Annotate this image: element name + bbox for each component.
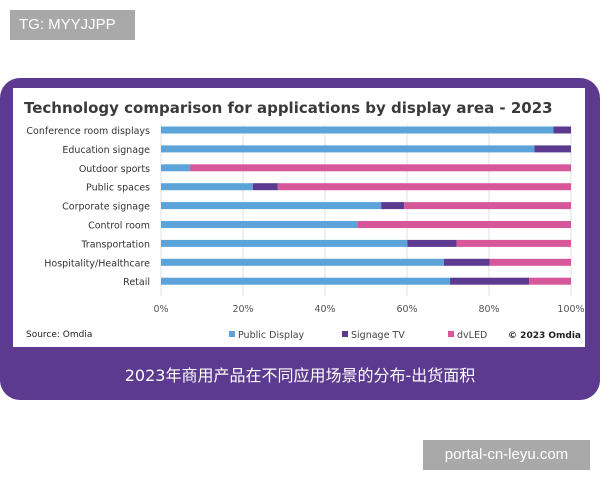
bar-segment-dvled — [404, 202, 571, 210]
category-label: Hospitality/Healthcare — [44, 258, 150, 269]
bar-segment-signage-tv — [534, 145, 571, 153]
chart-panel: Technology comparison for applications b… — [13, 88, 585, 347]
bar-segment-dvled — [529, 277, 571, 285]
caption: 2023年商用产品在不同应用场景的分布-出货面积 — [124, 366, 476, 385]
bar-segment-public-display — [161, 164, 190, 172]
bar-segment-dvled — [456, 239, 571, 247]
category-label: Retail — [123, 277, 150, 288]
legend-swatch — [229, 331, 235, 337]
category-label: Control room — [88, 221, 150, 232]
x-tick-label: 40% — [314, 304, 335, 315]
category-label: Corporate signage — [62, 202, 150, 213]
bar-segment-dvled — [489, 258, 571, 266]
source-note: Source: Omdia — [26, 330, 92, 340]
bar-segment-dvled — [277, 183, 571, 191]
bar-segment-public-display — [161, 277, 451, 285]
category-label: Transportation — [80, 239, 150, 250]
category-label: Public spaces — [86, 183, 150, 194]
bar-segment-signage-tv — [450, 277, 530, 285]
legend-swatch — [448, 331, 454, 337]
bar-segment-public-display — [161, 239, 408, 247]
x-tick-label: 20% — [232, 304, 253, 315]
copyright-note: © 2023 Omdia — [508, 331, 581, 341]
watermark: portal-cn-leyu.com — [423, 440, 590, 470]
category-label: Conference room displays — [26, 126, 150, 137]
x-tick-label: 0% — [153, 304, 168, 315]
legend-label: dvLED — [457, 330, 487, 341]
legend-label: Signage TV — [351, 330, 405, 341]
bar-segment-dvled — [189, 164, 571, 172]
x-tick-label: 60% — [396, 304, 417, 315]
bar-segment-signage-tv — [381, 202, 405, 210]
chart-title: Technology comparison for applications b… — [24, 99, 553, 117]
bar-segment-dvled — [357, 221, 571, 228]
header-tag: TG: MYYJJPP — [10, 10, 135, 40]
bar-chart: Technology comparison for applications b… — [24, 99, 585, 341]
bar-segment-signage-tv — [443, 258, 490, 266]
bar-segment-public-display — [161, 202, 382, 210]
legend-swatch — [342, 331, 348, 337]
bar-segment-public-display — [161, 126, 554, 134]
bar-segment-public-display — [161, 221, 358, 228]
bar-segment-public-display — [161, 183, 253, 191]
bar-segment-public-display — [161, 145, 535, 153]
bar-segment-signage-tv — [553, 126, 571, 134]
x-tick-label: 100% — [557, 304, 584, 315]
category-label: Education signage — [62, 145, 150, 156]
bar-segment-signage-tv — [252, 183, 278, 191]
legend-label: Public Display — [238, 330, 305, 341]
chart-card: Technology comparison for applications b… — [0, 78, 600, 400]
x-tick-label: 80% — [478, 304, 499, 315]
bar-segment-public-display — [161, 258, 444, 266]
category-label: Outdoor sports — [79, 164, 150, 175]
bar-segment-signage-tv — [407, 239, 457, 247]
